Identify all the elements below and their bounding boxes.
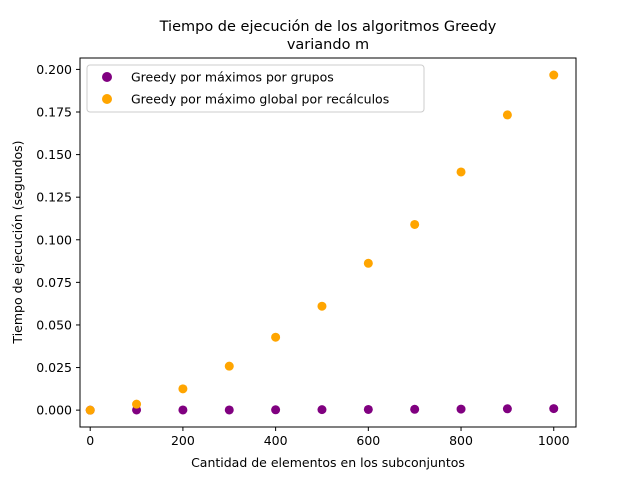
data-points	[85, 70, 559, 415]
data-point-series-2	[317, 301, 327, 311]
data-point-series-2	[363, 258, 373, 268]
y-axis-label: Tiempo de ejecución (segundos)	[10, 140, 25, 344]
data-point-series-1	[178, 405, 188, 415]
y-tick-label: 0.000	[36, 403, 72, 418]
chart-title-line-2: variando m	[287, 37, 369, 53]
y-axis-ticks: 0.000 0.025 0.050 0.075 0.100 0.125 0.150 0.175…	[36, 62, 80, 418]
data-point-series-2	[549, 70, 559, 80]
y-tick-label: 0.150	[36, 147, 72, 162]
y-tick-label: 0.100	[36, 232, 72, 247]
data-point-series-2	[502, 110, 512, 120]
data-point-series-1	[224, 405, 234, 415]
data-point-series-1	[271, 405, 281, 415]
x-tick-label: 0	[86, 433, 94, 448]
legend-box	[86, 64, 425, 113]
legend-label-greedy-grupos: Greedy por máximos por grupos	[131, 70, 334, 85]
x-tick-label: 400	[264, 433, 288, 448]
data-point-series-2	[410, 219, 420, 229]
legend-marker-greedy-grupos	[102, 72, 112, 82]
data-point-series-2	[132, 399, 142, 409]
y-tick-label: 0.075	[36, 275, 72, 290]
x-tick-label: 800	[449, 433, 473, 448]
legend: Greedy por máximos por grupos Greedy por…	[86, 64, 425, 113]
legend-marker-greedy-recalculos	[102, 94, 112, 104]
data-point-series-2	[178, 384, 188, 394]
chart-title-line-1: Tiempo de ejecución de los algoritmos Gr…	[159, 19, 497, 35]
data-point-series-1	[502, 404, 512, 414]
x-tick-label: 1000	[538, 433, 570, 448]
y-tick-label: 0.125	[36, 190, 72, 205]
data-point-series-1	[549, 404, 559, 414]
x-tick-label: 200	[171, 433, 195, 448]
plot-area-frame	[79, 57, 577, 428]
x-tick-label: 600	[356, 433, 380, 448]
data-point-series-1	[456, 404, 466, 414]
y-tick-label: 0.025	[36, 360, 72, 375]
data-point-series-2	[224, 361, 234, 371]
x-axis-ticks: 0 200 400 600 800 1000	[86, 427, 570, 448]
y-tick-label: 0.050	[36, 317, 72, 332]
data-point-series-2	[456, 167, 466, 177]
data-point-series-2	[85, 405, 95, 415]
x-axis-label: Cantidad de elementos en los subconjunto…	[191, 455, 465, 470]
y-tick-label: 0.175	[36, 105, 72, 120]
legend-label-greedy-recalculos: Greedy por máximo global por recálculos	[131, 92, 389, 107]
data-point-series-1	[317, 405, 327, 415]
y-tick-label: 0.200	[36, 62, 72, 77]
data-point-series-1	[363, 404, 373, 414]
data-point-series-1	[410, 404, 420, 414]
data-point-series-2	[271, 332, 281, 342]
